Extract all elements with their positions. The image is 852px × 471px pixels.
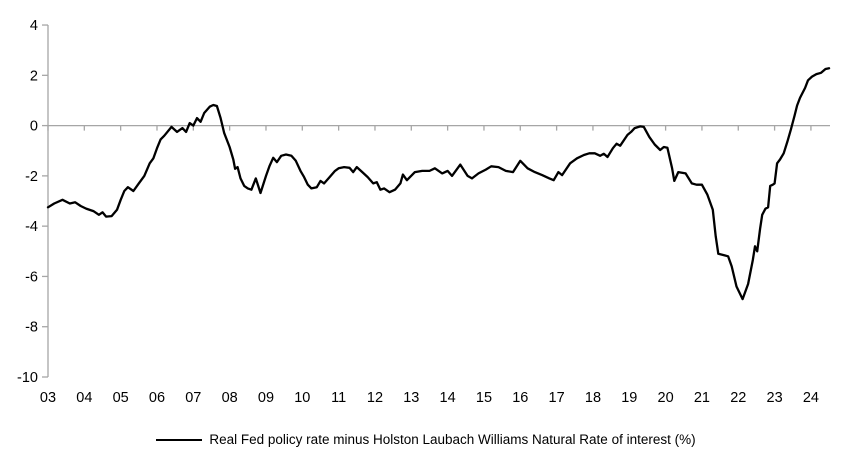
x-tick-label: 08 <box>222 390 238 406</box>
x-tick-label: 12 <box>367 390 383 406</box>
y-tick-label: 4 <box>30 18 38 34</box>
x-tick-label: 04 <box>76 390 92 406</box>
y-tick-label: -4 <box>25 219 38 235</box>
y-tick-label: 2 <box>30 68 38 84</box>
y-tick-label: -10 <box>17 370 38 386</box>
x-tick-label: 22 <box>730 390 746 406</box>
x-tick-label: 20 <box>658 390 674 406</box>
x-tick-label: 14 <box>440 390 456 406</box>
x-tick-label: 19 <box>621 390 637 406</box>
x-tick-label: 18 <box>585 390 601 406</box>
chart-legend: Real Fed policy rate minus Holston Lauba… <box>0 432 852 447</box>
y-tick-label: 0 <box>30 119 38 135</box>
x-tick-label: 11 <box>331 390 346 406</box>
x-tick-label: 06 <box>149 390 165 406</box>
x-tick-label: 17 <box>549 390 565 406</box>
x-tick-label: 24 <box>803 390 819 406</box>
x-tick-label: 15 <box>476 390 492 406</box>
x-tick-label: 09 <box>258 390 274 406</box>
legend-label: Real Fed policy rate minus Holston Lauba… <box>209 432 696 447</box>
x-tick-label: 13 <box>403 390 419 406</box>
legend-line-sample <box>156 438 203 441</box>
y-tick-label: -2 <box>25 169 38 185</box>
x-tick-label: 07 <box>185 390 201 406</box>
x-tick-label: 05 <box>113 390 129 406</box>
x-tick-label: 03 <box>40 390 56 406</box>
x-tick-label: 21 <box>694 390 710 406</box>
y-tick-label: -8 <box>25 320 38 336</box>
x-tick-label: 16 <box>512 390 528 406</box>
x-tick-label: 23 <box>767 390 783 406</box>
y-tick-label: -6 <box>25 269 38 285</box>
data-series-line <box>46 67 831 301</box>
x-tick-label: 10 <box>294 390 310 406</box>
